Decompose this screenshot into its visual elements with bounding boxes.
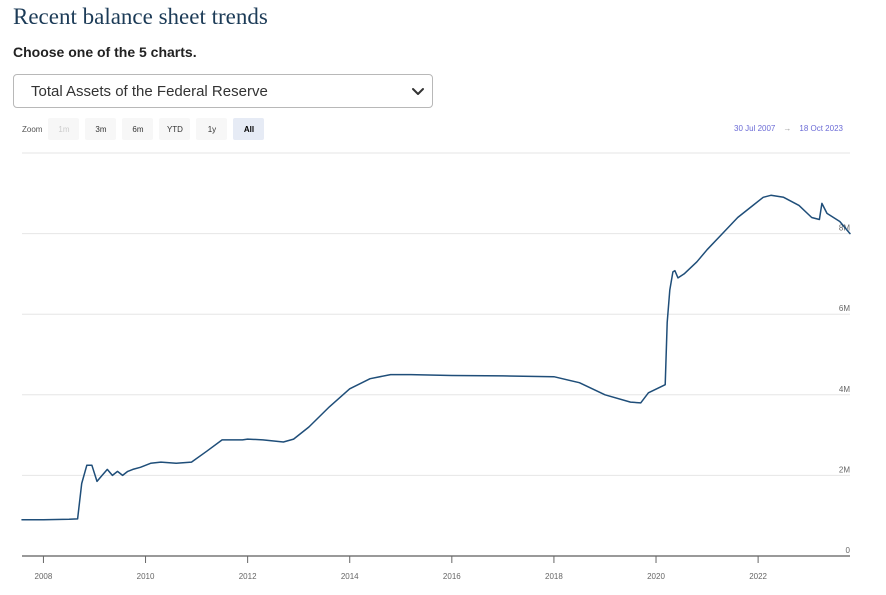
- arrow-right-icon: →: [783, 124, 792, 133]
- y-tick-label: 4M: [839, 385, 850, 394]
- x-tick-label: 2020: [647, 572, 665, 581]
- y-tick-label: 2M: [839, 465, 850, 474]
- zoom-button-ytd[interactable]: YTD: [159, 118, 191, 140]
- zoom-button-6m[interactable]: 6m: [122, 118, 154, 140]
- x-tick-label: 2014: [341, 572, 359, 581]
- page-title: Recent balance sheet trends: [13, 4, 268, 29]
- x-tick-label: 2018: [545, 572, 563, 581]
- chart-select-dropdown[interactable]: Total Assets of the Federal Reserve: [13, 74, 433, 108]
- chevron-down-icon: [412, 88, 424, 95]
- date-range: 30 Jul 2007 → 18 Oct 2023: [734, 124, 843, 133]
- zoom-button-1m[interactable]: 1m: [48, 118, 80, 140]
- chart-select-value: Total Assets of the Federal Reserve: [31, 82, 268, 100]
- zoom-button-1y[interactable]: 1y: [196, 118, 228, 140]
- zoom-button-3m[interactable]: 3m: [85, 118, 117, 140]
- x-tick-label: 2012: [239, 572, 257, 581]
- chart-instruction: Choose one of the 5 charts.: [13, 44, 197, 60]
- range-to-date[interactable]: 18 Oct 2023: [799, 124, 843, 133]
- x-tick-label: 2016: [443, 572, 461, 581]
- zoom-button-all[interactable]: All: [233, 118, 265, 140]
- y-tick-label: 6M: [839, 304, 850, 313]
- zoom-label: Zoom: [22, 124, 43, 134]
- zoom-bar: Zoom 1m 3m 6m YTD 1y All: [22, 118, 270, 140]
- x-tick-label: 2008: [35, 572, 53, 581]
- total-assets-series-line: [21, 194, 851, 521]
- x-tick-label: 2010: [137, 572, 155, 581]
- range-from-date[interactable]: 30 Jul 2007: [734, 124, 776, 133]
- x-tick-label: 2022: [749, 572, 767, 581]
- y-tick-label: 0: [846, 546, 851, 555]
